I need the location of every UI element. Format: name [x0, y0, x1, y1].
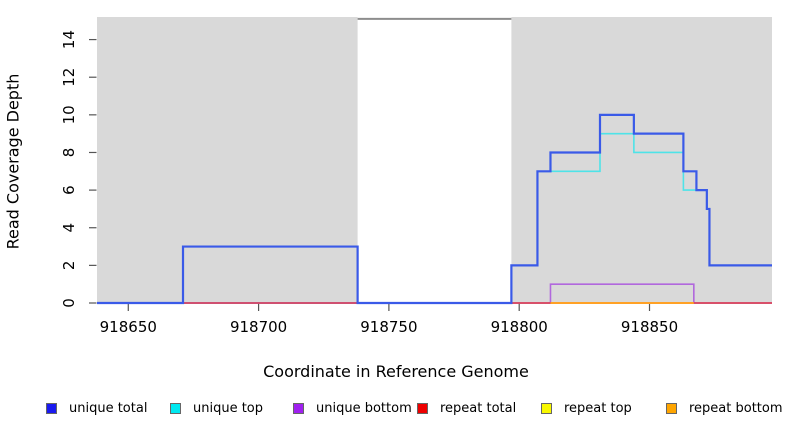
legend-swatch-icon — [666, 402, 677, 414]
y-tick-label: 12 — [60, 68, 78, 87]
legend-swatch-icon — [170, 402, 181, 414]
legend-swatch-icon — [417, 402, 428, 414]
y-tick-label: 6 — [60, 185, 78, 195]
legend-item-repeat-top: repeat top — [541, 398, 632, 418]
legend-item-unique-bottom: unique bottom — [293, 398, 412, 418]
y-tick-label: 8 — [60, 148, 78, 158]
x-tick-label: 918750 — [360, 318, 417, 336]
legend-label: unique bottom — [316, 400, 412, 416]
legend-label: repeat total — [440, 400, 517, 416]
legend-swatch-icon — [293, 402, 304, 414]
legend-label: repeat top — [564, 400, 632, 416]
shaded-region-right — [511, 17, 772, 304]
x-tick-label: 918850 — [621, 318, 678, 336]
legend-item-repeat-bottom: repeat bottom — [666, 398, 783, 418]
y-tick-label: 10 — [60, 105, 78, 124]
shaded-region-left — [97, 17, 358, 304]
y-tick-label: 14 — [60, 30, 78, 49]
legend-label: unique total — [69, 400, 148, 416]
y-axis-title: Read Coverage Depth — [3, 73, 23, 250]
x-tick-label: 918650 — [100, 318, 157, 336]
legend: unique total unique top unique bottom repea… — [0, 398, 792, 422]
x-tick-label: 918800 — [491, 318, 548, 336]
legend-swatch-icon — [46, 402, 57, 414]
legend-item-unique-top: unique top — [170, 398, 263, 418]
legend-label: repeat bottom — [689, 400, 783, 416]
x-tick-label: 918700 — [230, 318, 287, 336]
legend-item-repeat-total: repeat total — [417, 398, 516, 418]
y-tick-label: 2 — [60, 261, 78, 271]
legend-swatch-icon — [541, 402, 552, 414]
legend-label: unique top — [193, 400, 264, 416]
y-tick-label: 4 — [60, 223, 78, 233]
x-axis-title: Coordinate in Reference Genome — [263, 362, 529, 381]
y-tick-label: 0 — [60, 298, 78, 308]
legend-item-unique-total: unique total — [46, 398, 147, 418]
series-line-unique-total — [97, 113, 772, 305]
